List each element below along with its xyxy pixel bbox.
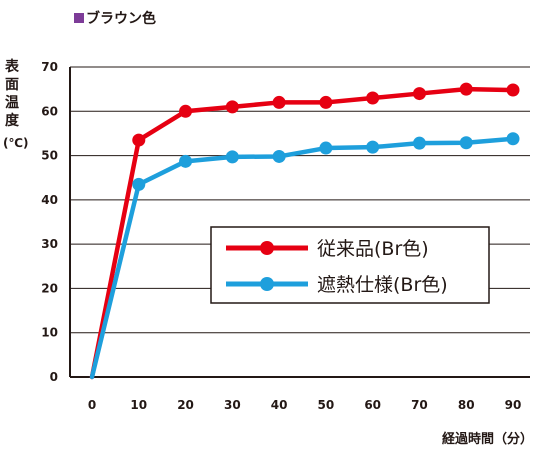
x-tick-label: 60 [364, 398, 381, 412]
x-tick-label: 20 [177, 398, 194, 412]
axes [69, 67, 530, 378]
x-tick-label: 50 [318, 398, 335, 412]
x-tick-label: 10 [130, 398, 147, 412]
y-axis-label-char: 温 [5, 95, 19, 111]
series-layer [89, 82, 520, 380]
data-point [272, 149, 286, 163]
data-point [225, 150, 239, 164]
x-tick-label: 0 [88, 398, 96, 412]
data-point [179, 154, 193, 168]
y-tick-label: 10 [41, 326, 58, 340]
legend-label: 遮熱仕様(Br色) [317, 274, 448, 296]
data-point [506, 132, 520, 146]
chart-caption: ブラウン色 [74, 8, 156, 28]
series-1 [89, 82, 520, 380]
data-point [412, 136, 426, 150]
y-axis-label-char: 表 [5, 59, 19, 75]
x-tick-label: 80 [458, 398, 475, 412]
series-2 [89, 132, 520, 380]
tick-labels: 0 10 20 30 40 50 60 70 0 10 20 30 40 50 60 70 80 90 [41, 60, 521, 412]
y-tick-label: 0 [50, 370, 58, 384]
legend-label: 従来品(Br色) [317, 238, 429, 260]
data-point [412, 87, 426, 101]
data-point [132, 133, 146, 147]
data-point [366, 91, 380, 105]
y-tick-label: 30 [41, 237, 58, 251]
caption-text: ブラウン色 [86, 11, 156, 27]
y-tick-label: 20 [41, 281, 58, 295]
x-tick-label: 40 [271, 398, 288, 412]
data-point [366, 140, 380, 154]
legend-box [210, 226, 490, 304]
data-point [506, 83, 520, 97]
data-point [272, 95, 286, 109]
x-tick-label: 70 [411, 398, 428, 412]
y-axis-label-char: 度 [5, 113, 19, 129]
x-tick-label: 90 [505, 398, 522, 412]
data-point [459, 82, 473, 96]
x-tick-label: 30 [224, 398, 241, 412]
data-point [179, 104, 193, 118]
legend: 従来品(Br色) 遮熱仕様(Br色) [210, 226, 490, 304]
y-axis-label-char: 面 [5, 77, 19, 93]
series-line [89, 86, 516, 380]
data-point [132, 177, 146, 191]
x-axis-label: 経過時間（分） [441, 432, 533, 447]
y-tick-label: 60 [41, 104, 58, 118]
caption-square-icon [74, 13, 84, 23]
y-tick-label: 50 [41, 149, 58, 163]
legend-marker [260, 241, 274, 255]
legend-marker [260, 277, 274, 291]
series-line [89, 136, 516, 380]
y-tick-label: 40 [41, 193, 58, 207]
y-tick-label: 70 [41, 60, 58, 74]
data-point [459, 136, 473, 150]
data-point [225, 100, 239, 114]
data-point [319, 95, 333, 109]
data-point [319, 141, 333, 155]
